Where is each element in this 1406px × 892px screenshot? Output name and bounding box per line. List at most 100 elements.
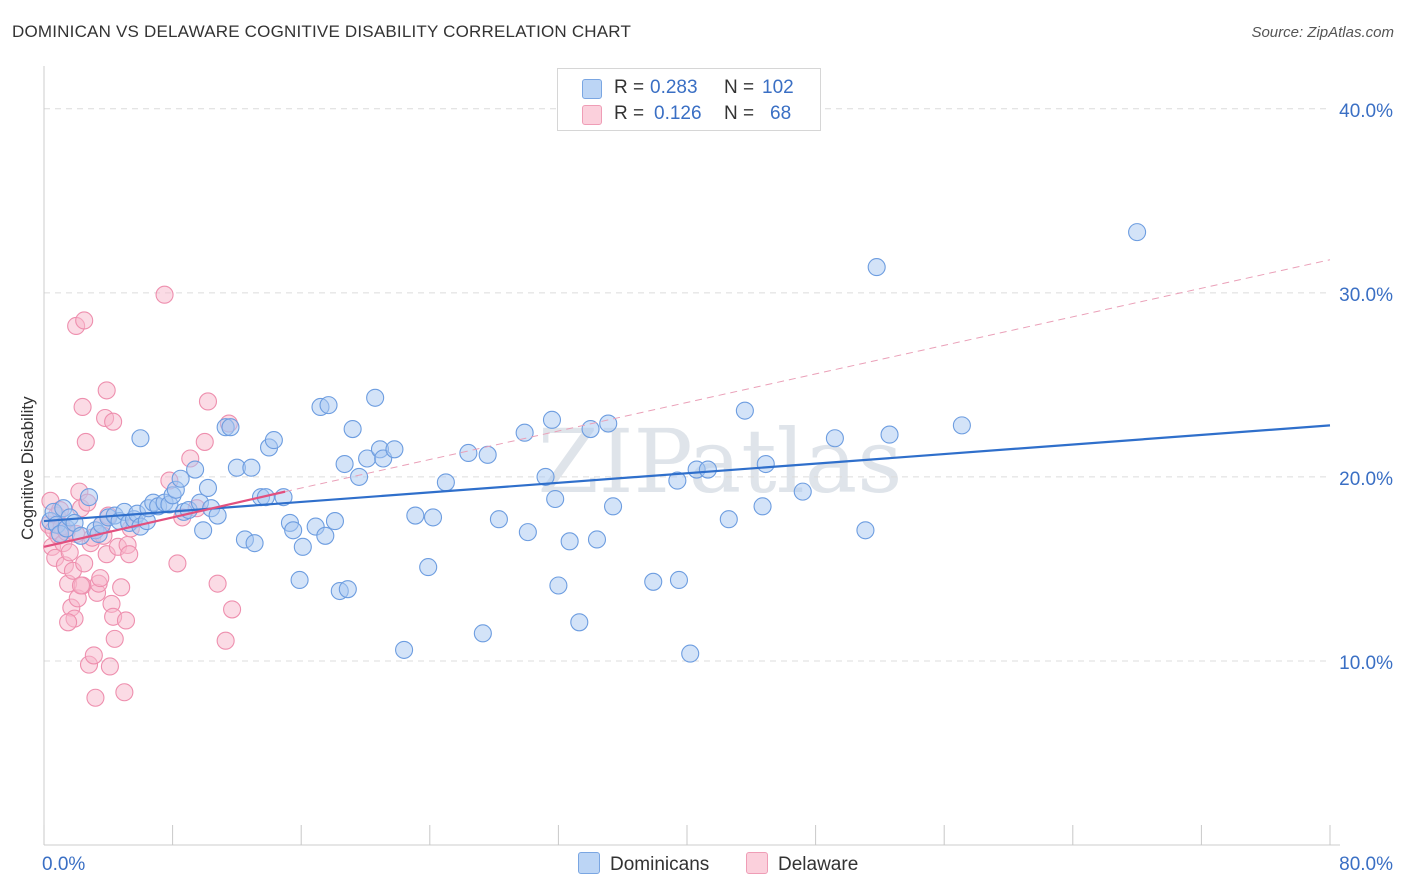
- bottom-legend-swatch-dominicans: [578, 852, 600, 874]
- delaware-point: [115, 683, 134, 702]
- x-tick-label: 0.0%: [42, 854, 85, 875]
- dominican-point: [385, 440, 404, 459]
- dominican-point: [343, 420, 362, 439]
- dominican-point: [335, 454, 354, 474]
- legend-r-label: R =: [614, 77, 645, 98]
- dominican-point: [587, 530, 607, 549]
- delaware-point: [223, 600, 242, 619]
- dominican-point: [518, 523, 537, 542]
- delaware-point: [208, 574, 227, 593]
- y-tick-label: 30.0%: [1339, 285, 1393, 306]
- delaware-point: [116, 611, 136, 630]
- delaware-point: [198, 392, 218, 411]
- dominican-point: [644, 572, 663, 591]
- dominican-point: [793, 482, 812, 501]
- chart-title: DOMINICAN VS DELAWARE COGNITIVE DISABILI…: [12, 22, 632, 41]
- dominican-point: [264, 431, 283, 450]
- dominican-point: [756, 454, 775, 474]
- legend-r-label: R =: [614, 103, 645, 124]
- delaware-point: [84, 646, 103, 665]
- dominican-point: [570, 613, 589, 632]
- dominican-point: [515, 423, 534, 442]
- y-axis-label: Cognitive Disability: [18, 396, 37, 540]
- delaware-point: [97, 381, 116, 400]
- dominican-point: [186, 460, 205, 479]
- delaware-point: [75, 311, 94, 330]
- dominican-point: [867, 258, 886, 277]
- delaware-point: [75, 554, 94, 573]
- legend-n-label: N =: [724, 77, 755, 98]
- dominican-point: [221, 418, 240, 437]
- delaware-point: [155, 285, 174, 304]
- delaware-point: [73, 397, 92, 417]
- dominican-point: [668, 471, 687, 490]
- dominican-point: [604, 497, 623, 516]
- legend-n-value: 102: [762, 77, 794, 98]
- delaware-point: [100, 657, 119, 676]
- dominican-point: [536, 467, 555, 486]
- dominican-point: [698, 460, 717, 479]
- bottom-legend-label: Delaware: [778, 854, 859, 875]
- delaware-point: [104, 412, 123, 431]
- delaware-point: [91, 569, 110, 588]
- dominican-point: [856, 521, 875, 540]
- legend-swatch-delaware: [582, 105, 602, 125]
- dominican-point: [284, 521, 303, 540]
- y-tick-label: 20.0%: [1339, 469, 1393, 490]
- delaware-point: [120, 545, 139, 564]
- x-tick-label: 80.0%: [1339, 854, 1393, 875]
- dominican-point: [489, 510, 508, 529]
- dominican-point: [1128, 223, 1147, 242]
- delaware-point: [76, 432, 95, 451]
- delaware-point: [112, 578, 131, 597]
- dominican-point: [825, 429, 844, 448]
- delaware-point: [71, 576, 91, 595]
- dominican-point: [542, 410, 562, 429]
- delaware-point: [86, 688, 105, 707]
- dominican-point: [366, 388, 385, 407]
- dominican-point: [171, 469, 190, 488]
- bottom-legend-delaware: Delaware: [746, 852, 858, 876]
- dominican-point: [735, 401, 754, 420]
- dominican-point: [880, 425, 899, 444]
- dominican-point: [242, 458, 261, 477]
- delaware-point: [168, 554, 187, 573]
- dominican-point: [459, 443, 478, 463]
- legend-n-label: N =: [724, 103, 755, 124]
- dominican-point: [245, 534, 264, 553]
- dominican-point: [581, 420, 600, 439]
- dominican-point: [290, 570, 309, 590]
- bottom-legend-label: Dominicans: [610, 854, 710, 875]
- dominican-point: [198, 478, 218, 497]
- dominican-point: [325, 512, 345, 531]
- dominican-point: [599, 414, 618, 433]
- source-credit: Source: ZipAtlas.com: [1251, 24, 1394, 41]
- dominican-point: [406, 506, 425, 525]
- dominican-point: [478, 445, 497, 464]
- dominican-point: [395, 640, 414, 659]
- dominican-point: [753, 497, 772, 516]
- trend-lines: [43, 259, 1331, 548]
- dominican-point: [473, 624, 492, 643]
- dominican-point: [293, 537, 312, 556]
- y-tick-label: 10.0%: [1339, 653, 1393, 674]
- delaware-trend-line-extension: [285, 259, 1331, 493]
- dominican-point: [194, 521, 213, 540]
- dominicans-trend-line: [43, 424, 1331, 523]
- bottom-legend-dominicans: Dominicans: [578, 852, 709, 876]
- dominican-point: [549, 576, 568, 595]
- axes: [43, 66, 1340, 846]
- delaware-point: [105, 629, 124, 648]
- dominican-point: [79, 488, 99, 507]
- delaware-point: [216, 631, 235, 650]
- stats-legend: R = 0.283 N = 102 R = 0.126 N = 68: [557, 68, 821, 131]
- dominican-point: [546, 489, 565, 509]
- legend-n-value: 68: [770, 103, 792, 124]
- dominican-point: [350, 467, 369, 486]
- delaware-point: [60, 543, 79, 562]
- delaware-point: [59, 613, 78, 632]
- dominican-point: [719, 510, 738, 529]
- delaware-trend-line: [43, 490, 286, 548]
- y-tick-label: 40.0%: [1339, 101, 1393, 122]
